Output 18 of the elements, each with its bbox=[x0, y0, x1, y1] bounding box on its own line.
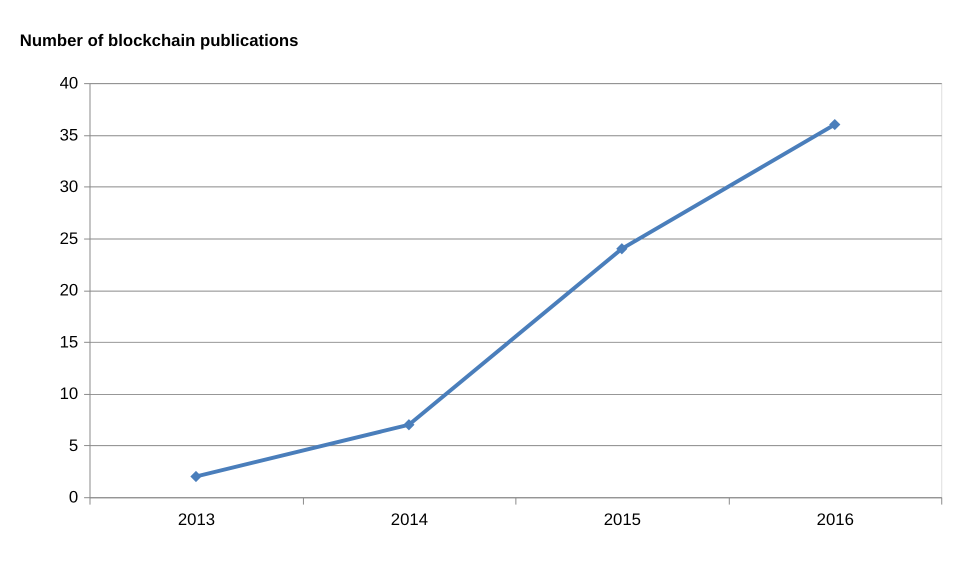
point bbox=[829, 118, 840, 130]
y-tick-label: 35 bbox=[60, 125, 78, 144]
x-tick-label: 2015 bbox=[604, 510, 641, 530]
point bbox=[616, 243, 628, 254]
x-tick-label: 2016 bbox=[816, 510, 854, 530]
x-tick-label: 2014 bbox=[390, 510, 428, 530]
point bbox=[403, 419, 415, 430]
y-tick-label: 10 bbox=[60, 384, 78, 404]
y-tick-label: 20 bbox=[60, 280, 78, 300]
y-tick-label: 15 bbox=[60, 332, 78, 352]
point bbox=[190, 470, 202, 482]
y-tick-label: 5 bbox=[68, 436, 78, 455]
y-tick-label: 30 bbox=[60, 177, 78, 196]
chart-title: Number of blockchain publications bbox=[20, 30, 298, 50]
y-tick-label: 0 bbox=[68, 488, 78, 507]
y-tick-label: 25 bbox=[60, 228, 78, 248]
x-tick-label: 2013 bbox=[178, 510, 216, 530]
y-tick-label: 40 bbox=[60, 74, 78, 93]
